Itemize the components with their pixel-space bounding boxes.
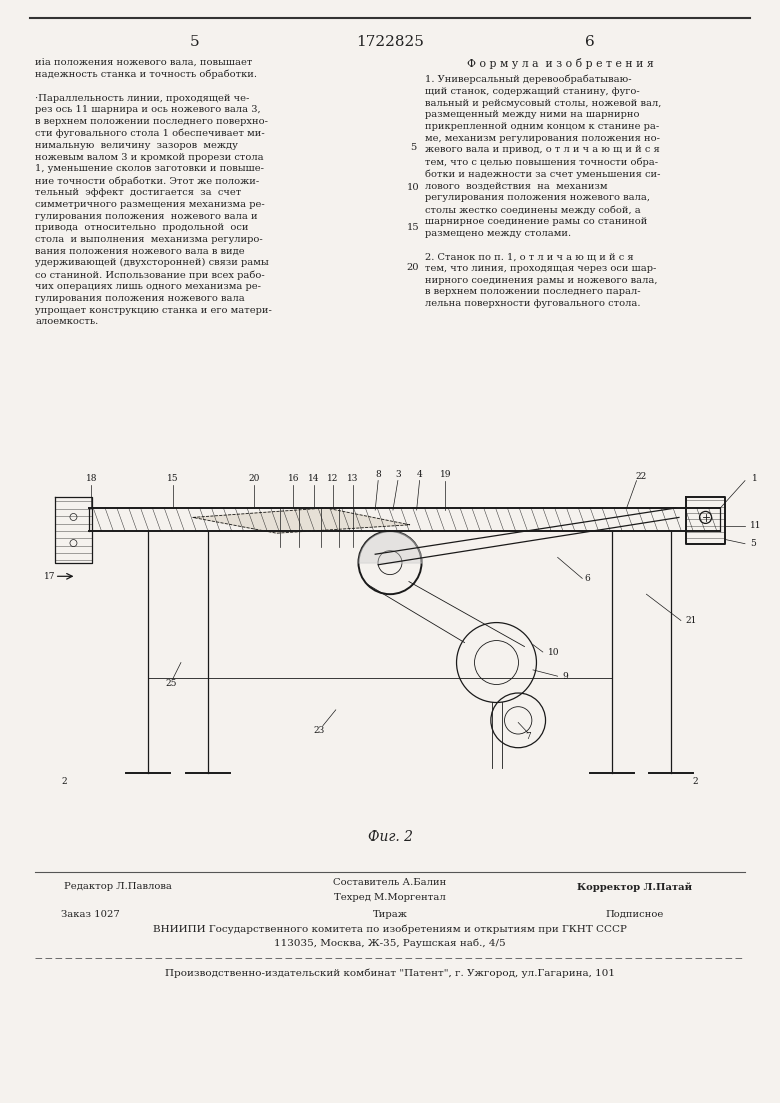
Text: Заказ 1027: Заказ 1027: [61, 910, 119, 919]
Text: 21: 21: [686, 615, 697, 625]
Text: 13: 13: [347, 473, 358, 483]
Text: Редактор Л.Павлова: Редактор Л.Павлова: [64, 882, 172, 891]
Text: 18: 18: [86, 473, 97, 483]
Text: Производственно-издательский комбинат "Патент", г. Ужгород, ул.Гагарина, 101: Производственно-издательский комбинат "П…: [165, 968, 615, 977]
Text: ВНИИПИ Государственного комитета по изобретениям и открытиям при ГКНТ СССР: ВНИИПИ Государственного комитета по изоб…: [153, 924, 627, 933]
Text: Тираж: Тираж: [373, 910, 407, 919]
Text: 15: 15: [167, 473, 179, 483]
Text: 23: 23: [314, 727, 324, 736]
Text: 2: 2: [693, 777, 699, 785]
Text: 5: 5: [750, 539, 756, 548]
Text: 9: 9: [562, 672, 569, 681]
Text: 3: 3: [395, 470, 401, 479]
Text: 1: 1: [752, 474, 757, 483]
Text: 1. Универсальный деревообрабатываю-
щий станок, содержащий станину, фуго-
вальны: 1. Универсальный деревообрабатываю- щий …: [425, 75, 661, 308]
Text: 2: 2: [62, 777, 67, 785]
Text: 10: 10: [406, 183, 420, 193]
Text: 12: 12: [327, 473, 339, 483]
Text: 19: 19: [439, 470, 451, 479]
Text: 22: 22: [636, 472, 647, 481]
Text: иia положения ножевого вала, повышает
надежность станка и точность обработки.

·: иia положения ножевого вала, повышает на…: [35, 58, 272, 326]
Text: 20: 20: [248, 473, 260, 483]
Text: 6: 6: [585, 35, 595, 49]
Text: 17: 17: [44, 571, 55, 581]
Text: Ф о р м у л а  и з о б р е т е н и я: Ф о р м у л а и з о б р е т е н и я: [466, 58, 654, 69]
Text: 20: 20: [406, 264, 420, 272]
Text: 6: 6: [584, 574, 590, 582]
Text: 4: 4: [417, 470, 423, 479]
Text: 5: 5: [410, 143, 416, 152]
Text: 7: 7: [525, 731, 531, 740]
Text: Техред М.Моргентал: Техред М.Моргентал: [334, 893, 446, 902]
Text: 25: 25: [165, 679, 177, 688]
Text: 1722825: 1722825: [356, 35, 424, 49]
Text: Корректор Л.Патай: Корректор Л.Патай: [577, 882, 693, 891]
Text: 15: 15: [406, 224, 420, 233]
Text: 113035, Москва, Ж-35, Раушская наб., 4/5: 113035, Москва, Ж-35, Раушская наб., 4/5: [275, 939, 505, 949]
Text: 8: 8: [375, 470, 381, 479]
Text: 14: 14: [308, 473, 320, 483]
Text: 10: 10: [548, 647, 559, 656]
Text: Фиг. 2: Фиг. 2: [367, 829, 413, 844]
Text: Подписное: Подписное: [606, 910, 665, 919]
Text: 5: 5: [190, 35, 200, 49]
Text: 11: 11: [750, 522, 761, 531]
Text: 16: 16: [288, 473, 299, 483]
Text: Составитель А.Балин: Составитель А.Балин: [333, 878, 447, 887]
Polygon shape: [193, 508, 410, 533]
